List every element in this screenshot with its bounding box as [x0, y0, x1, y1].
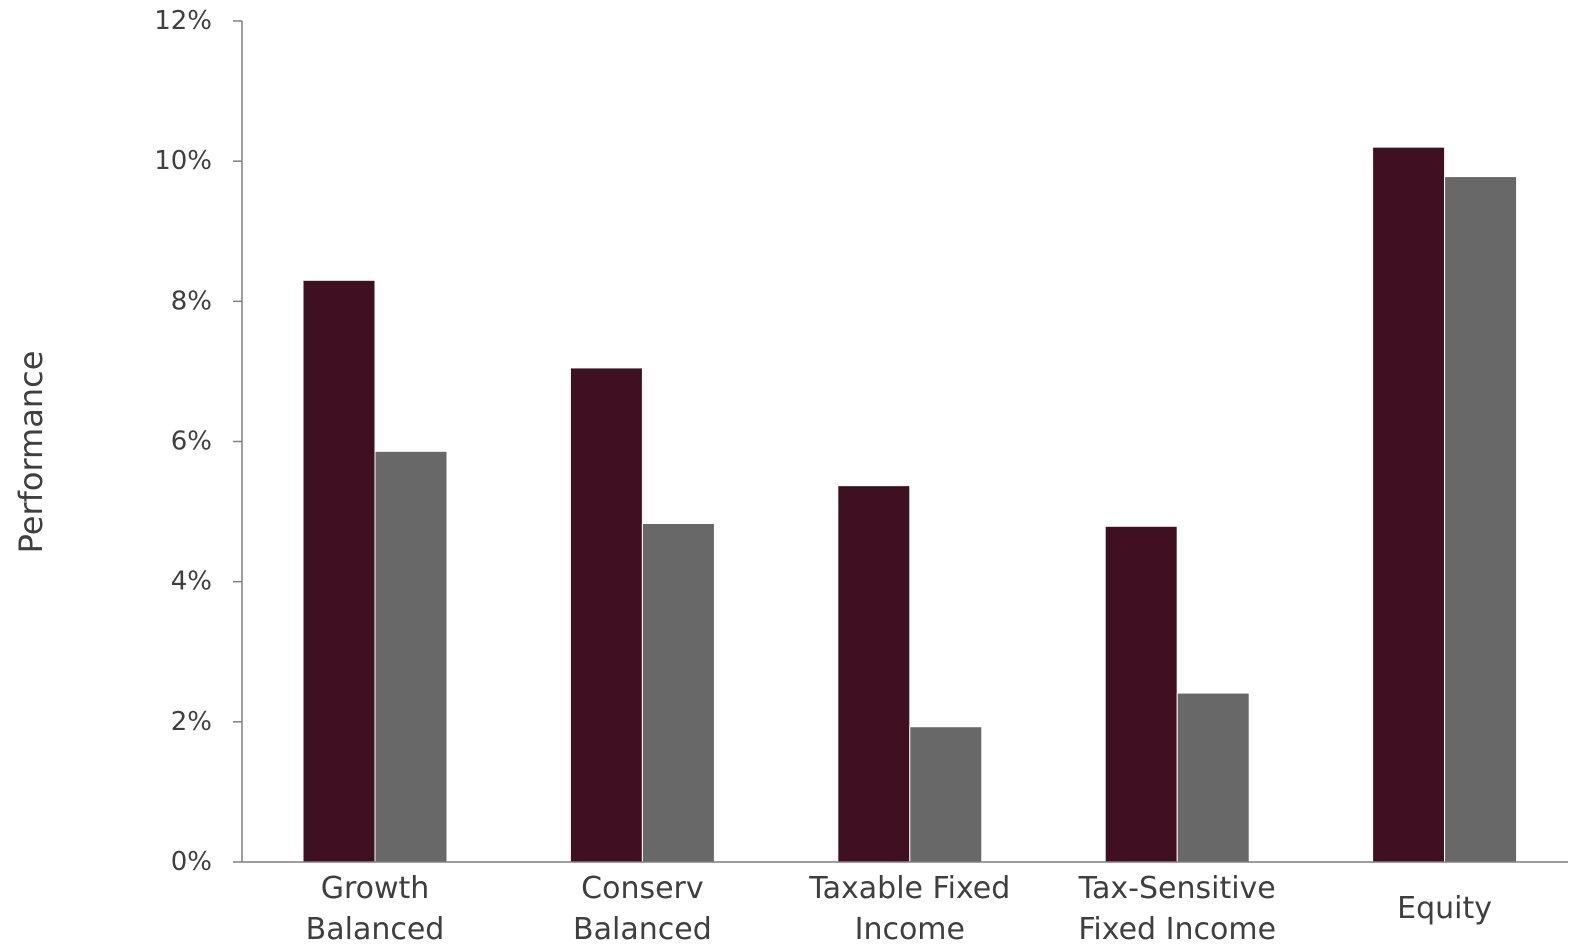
y-tick-label: 8%	[171, 286, 212, 316]
bar-series-1	[302, 279, 376, 863]
x-category-label-line: Fixed Income	[1078, 912, 1276, 947]
x-category-label: Conserv Balanced	[573, 871, 712, 947]
x-category-label-line: Growth	[321, 871, 430, 906]
x-category-label-line: Equity	[1397, 891, 1492, 926]
x-category-label-line: Taxable Fixed	[808, 871, 1010, 906]
bar-series-1	[1372, 146, 1446, 863]
bar-series-1	[569, 367, 643, 863]
y-axis-ticks: 0% 2% 4% 6% 8% 10% 12%	[154, 6, 242, 877]
y-tick-label: 2%	[171, 707, 212, 737]
bar-series-2	[909, 726, 983, 863]
y-tick-label: 12%	[154, 6, 212, 36]
bar-series-1	[837, 485, 911, 863]
bar-series-2	[641, 522, 715, 863]
bars	[302, 146, 1518, 863]
bar-series-1	[1104, 525, 1178, 863]
y-tick-label: 0%	[171, 847, 212, 877]
x-category-label-line: Balanced	[573, 912, 712, 947]
x-category-label-line: Conserv	[581, 871, 704, 906]
x-category-label-line: Income	[855, 912, 965, 947]
y-tick-label: 4%	[171, 567, 212, 597]
bar-series-2	[1444, 176, 1518, 863]
x-category-label: Growth Balanced	[306, 871, 445, 947]
bar-series-2	[1176, 692, 1250, 863]
bar-series-2	[374, 450, 448, 863]
y-axis-title: Performance	[12, 351, 50, 554]
x-category-label-line: Tax-Sensitive	[1078, 871, 1276, 906]
y-tick-label: 10%	[154, 146, 212, 176]
x-axis-labels: Growth Balanced Conserv Balanced Taxable Fix…	[306, 871, 1492, 947]
x-category-label-line: Balanced	[306, 912, 445, 947]
x-category-label: Tax-Sensitive Fixed Income	[1078, 871, 1276, 947]
y-tick-label: 6%	[171, 427, 212, 457]
x-category-label: Taxable Fixed Income	[808, 871, 1010, 947]
x-category-label: Equity	[1397, 891, 1492, 926]
